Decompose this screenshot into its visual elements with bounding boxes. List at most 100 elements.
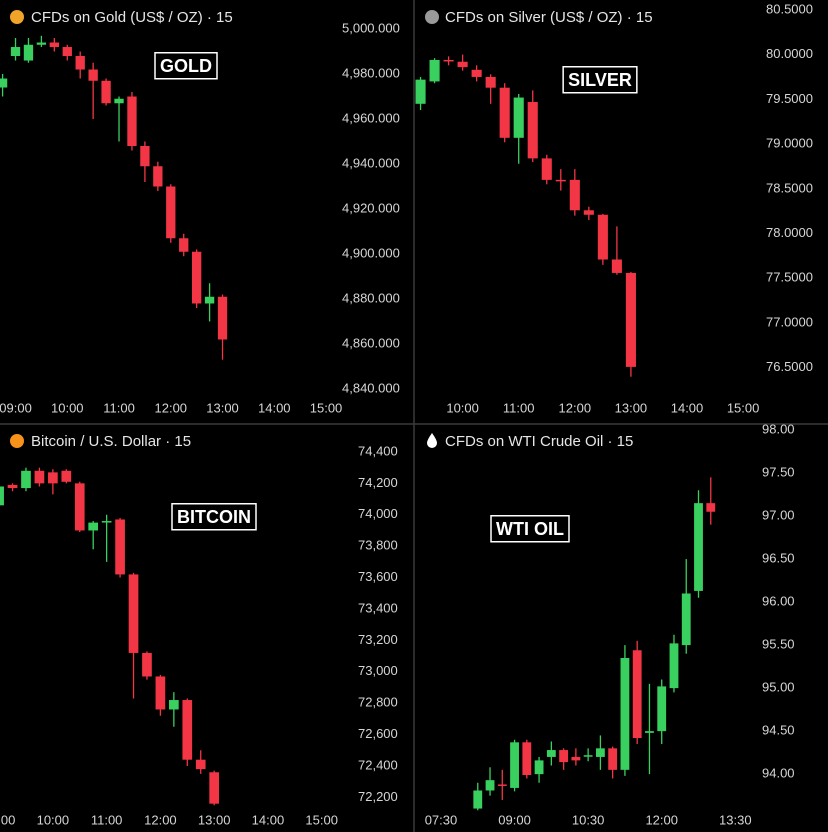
- y-tick-label: 73,400: [358, 600, 398, 615]
- x-tick-label: 13:00: [206, 400, 239, 415]
- panel: 10:00 11:00 12:00 13:00 14:00 15:00: [415, 54, 760, 415]
- candle-body: [140, 146, 150, 167]
- candle-body: [114, 98, 124, 104]
- annotation-box: [562, 66, 638, 94]
- candle-body: [485, 780, 495, 791]
- y-tick-label: 96.50: [762, 551, 795, 566]
- x-tick-label: 09:00: [0, 812, 15, 827]
- x-tick-label: 07:30: [425, 812, 458, 827]
- candle-body: [195, 759, 206, 770]
- y-tick-label: 73,800: [358, 538, 398, 553]
- candle-body: [34, 470, 45, 484]
- y-tick-label: 5,000.000: [342, 20, 400, 35]
- y-tick-label: 74,400: [358, 443, 398, 458]
- candle-body: [101, 80, 111, 104]
- candle-body: [694, 503, 703, 591]
- x-tick-label: 11:00: [103, 400, 135, 415]
- candle-body: [555, 179, 566, 182]
- y-tick-label: 74,000: [358, 506, 398, 521]
- candle-body: [534, 760, 544, 775]
- annotation-box: [171, 503, 257, 531]
- candle-body: [625, 272, 636, 367]
- candle-body: [497, 784, 507, 786]
- y-tick-label: 78.0000: [766, 225, 813, 240]
- candle-body: [7, 484, 18, 489]
- x-tick-label: 14:00: [671, 400, 704, 415]
- y-tick-label: 4,940.000: [342, 155, 400, 170]
- candle-body: [522, 742, 532, 776]
- y-tick-label: 73,200: [358, 632, 398, 647]
- candle-body: [429, 59, 440, 82]
- candle-body: [88, 522, 99, 531]
- candle-body: [36, 42, 47, 45]
- candle-body: [608, 748, 618, 770]
- y-tick-label: 80.5000: [766, 1, 813, 16]
- y-tick-label: 77.0000: [766, 314, 813, 329]
- candle-body: [166, 186, 176, 239]
- x-tick-label: 13:30: [719, 812, 752, 827]
- candle-body: [583, 210, 594, 215]
- candle-body: [153, 166, 163, 187]
- x-tick-label: 14:00: [252, 812, 285, 827]
- x-tick-label: 10:30: [572, 812, 605, 827]
- y-tick-label: 4,960.000: [342, 110, 400, 125]
- y-tick-label: 96.00: [762, 594, 795, 609]
- candle-body: [21, 470, 31, 489]
- candle-body: [204, 296, 215, 304]
- x-tick-label: 11:00: [503, 400, 535, 415]
- y-tick-label: 79.0000: [766, 136, 813, 151]
- candle-body: [155, 676, 166, 710]
- y-tick-label: 4,860.000: [342, 335, 400, 350]
- y-tick-label: 73,000: [358, 663, 398, 678]
- y-tick-label: 79.5000: [766, 91, 813, 106]
- candle-body: [127, 96, 137, 147]
- candle-body: [10, 47, 21, 57]
- candle-body: [128, 574, 139, 653]
- candle-body: [595, 748, 605, 757]
- candle-body: [443, 59, 454, 62]
- candle-body: [541, 158, 552, 180]
- x-tick-label: 10:00: [37, 812, 70, 827]
- candle-body: [48, 472, 58, 484]
- candle-body: [559, 750, 569, 763]
- candle-body: [657, 686, 667, 732]
- candle-body: [75, 56, 85, 70]
- candle-body: [115, 519, 125, 575]
- candle-body: [645, 731, 654, 733]
- chart-title: CFDs on Gold (US$ / OZ) · 15: [31, 9, 233, 26]
- y-tick-label: 73,600: [358, 569, 398, 584]
- panel: 09:00 10:00 11:00 12:00 13:00 14:00 15:00: [0, 467, 338, 827]
- candle-body: [0, 78, 8, 88]
- x-tick-label: 10:00: [51, 400, 84, 415]
- y-tick-label: 4,920.000: [342, 200, 400, 215]
- candle-body: [485, 76, 496, 88]
- chart-title: CFDs on WTI Crude Oil · 15: [445, 433, 633, 450]
- x-tick-label: 15:00: [305, 812, 338, 827]
- x-tick-label: 11:00: [91, 812, 123, 827]
- x-tick-label: 15:00: [727, 400, 760, 415]
- candle-body: [499, 87, 510, 138]
- x-tick-label: 12:00: [559, 400, 592, 415]
- x-tick-label: 09:00: [0, 400, 32, 415]
- candle-body: [179, 238, 189, 252]
- y-tick-label: 4,880.000: [342, 290, 400, 305]
- x-tick-label: 12:00: [144, 812, 177, 827]
- candle-body: [101, 521, 112, 523]
- candle-body: [583, 755, 593, 757]
- y-tick-label: 4,900.000: [342, 245, 400, 260]
- candle-body: [471, 69, 482, 77]
- x-tick-label: 09:00: [498, 812, 531, 827]
- candle-body: [632, 650, 642, 739]
- x-tick-label: 13:00: [198, 812, 231, 827]
- candle-body: [61, 470, 72, 482]
- y-tick-label: 94.00: [762, 766, 795, 781]
- bitcoin-icon: [10, 434, 24, 448]
- candle-body: [597, 214, 608, 260]
- oil-icon: [427, 433, 437, 448]
- panel: 09:00 10:00 11:00 12:00 13:00 14:00 15:00: [0, 35, 342, 415]
- annotation: GOLD: [160, 56, 212, 76]
- candle-body: [191, 251, 202, 304]
- y-tick-label: 72,800: [358, 695, 398, 710]
